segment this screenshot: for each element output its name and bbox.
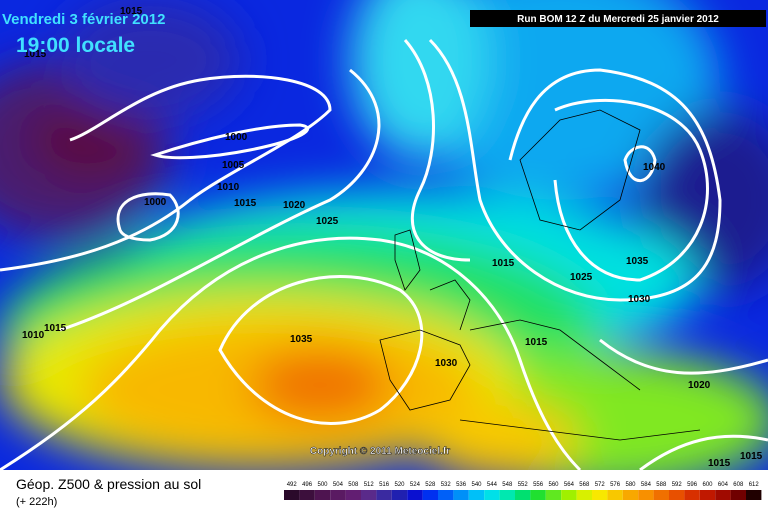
isobar-label: 1015 (740, 451, 763, 462)
scale-label: 508 (348, 482, 359, 488)
scale-swatch (314, 490, 331, 500)
coastlines (379, 109, 701, 441)
scale-label: 520 (394, 482, 405, 488)
scale-swatch (576, 490, 592, 500)
scale-swatch (515, 490, 531, 500)
isobar-label: 1005 (222, 160, 245, 171)
isobar-label: 1010 (217, 182, 240, 193)
isobar-label: 1030 (435, 358, 458, 369)
isobar-label: 1015 (120, 6, 143, 17)
isobar-label: 1035 (626, 256, 649, 267)
scale-label: 604 (718, 482, 729, 488)
isobar-label: 1030 (628, 294, 651, 305)
isobar-label: 1000 (225, 132, 248, 143)
scale-label: 540 (471, 482, 482, 488)
scale-label: 492 (287, 482, 298, 488)
scale-label: 532 (441, 482, 452, 488)
scale-label: 612 (749, 482, 760, 488)
isobar-label: 1015 (44, 323, 67, 334)
scale-label: 524 (410, 482, 421, 488)
scale-swatch (361, 490, 377, 500)
scale-label: 608 (733, 482, 744, 488)
date: Vendredi 3 février 2012 (2, 11, 165, 28)
isobar-label: 1020 (688, 380, 711, 391)
scale-label: 584 (641, 482, 652, 488)
scale-swatch (330, 490, 346, 500)
run-info: Run BOM 12 Z du Mercredi 25 janvier 2012 (517, 14, 719, 25)
time: 19:00 locale (16, 34, 135, 57)
scale-swatch (407, 490, 423, 500)
scale-swatch (499, 490, 515, 500)
scale-swatch (622, 490, 639, 500)
scale-label: 528 (425, 482, 436, 488)
footer-title: Géop. Z500 & pression au sol (16, 476, 201, 492)
copyright: Copyright © 2011 Meteociel.fr (310, 446, 450, 457)
isobar-label: 1015 (234, 198, 257, 209)
isobar-lines (0, 38, 768, 470)
scale-label: 588 (656, 482, 667, 488)
scale-label: 516 (379, 482, 390, 488)
scale-swatch (669, 490, 685, 500)
scale-label: 592 (672, 482, 683, 488)
field: 1015 1015 1000 1005 1010 1000 1015 1020 … (0, 0, 768, 470)
isobar-label: 1035 (290, 334, 313, 345)
scale-swatch (746, 490, 762, 500)
scale-swatch (284, 490, 300, 500)
scale-swatch (299, 490, 315, 500)
scale-swatch (699, 490, 716, 500)
isobar-label: 1000 (144, 197, 167, 208)
scale-swatch (422, 490, 438, 500)
scale-swatch (545, 490, 562, 500)
scale-label: 556 (533, 482, 544, 488)
scale-swatch (345, 490, 361, 500)
scale-label: 568 (579, 482, 590, 488)
scale-label: 548 (502, 482, 513, 488)
scale-swatch (438, 490, 454, 500)
scale-swatch (530, 490, 546, 500)
isobar-label: 1025 (570, 272, 593, 283)
scale-swatch (376, 490, 392, 500)
scale-label: 560 (548, 482, 559, 488)
scale-swatch (592, 490, 608, 500)
scale-label: 572 (595, 482, 606, 488)
scale-label: 564 (564, 482, 575, 488)
scale-label: 500 (317, 482, 328, 488)
scale-swatch (607, 490, 623, 500)
isobar-label: 1010 (22, 330, 45, 341)
isobar-label: 1015 (525, 337, 548, 348)
footer-lead: (+ 222h) (16, 496, 57, 508)
scale-label: 596 (687, 482, 698, 488)
isobar-label: 1040 (643, 162, 666, 173)
isobar-labels: 1015 1015 1000 1005 1010 1000 1015 1020 … (22, 6, 763, 469)
scale-swatch (715, 490, 731, 500)
scale-label: 536 (456, 482, 467, 488)
isobar-label: 1025 (316, 216, 339, 227)
isobar-label: 1020 (283, 200, 306, 211)
run-box (470, 10, 766, 27)
scale-swatch (468, 490, 485, 500)
scale-swatch (453, 490, 469, 500)
scale-swatch (684, 490, 700, 500)
scale-label: 552 (518, 482, 529, 488)
scale-label: 600 (702, 482, 713, 488)
scale-swatch (391, 490, 408, 500)
scale-swatch (484, 490, 500, 500)
scale-label: 512 (364, 482, 375, 488)
color-scale: 492 496 500 504 508 512 516 520 524 528 532 536 540 5… (284, 482, 762, 500)
isobar-label: 1015 (492, 258, 515, 269)
scale-label: 496 (302, 482, 313, 488)
scale-label: 576 (610, 482, 621, 488)
scale-swatch (730, 490, 746, 500)
scale-label: 580 (625, 482, 636, 488)
scale-label: 504 (333, 482, 344, 488)
isobar-label: 1015 (708, 458, 731, 469)
isobar-label: 1015 (24, 49, 47, 60)
scale-swatch (561, 490, 577, 500)
scale-label: 544 (487, 482, 498, 488)
scale-swatch (653, 490, 669, 500)
scale-swatch (638, 490, 654, 500)
